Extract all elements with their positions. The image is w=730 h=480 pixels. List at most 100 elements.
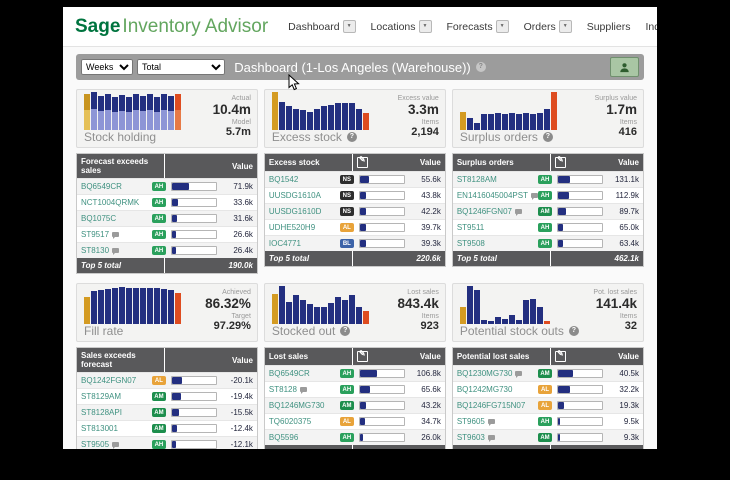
scope-select[interactable]: Total xyxy=(137,59,225,75)
chevron-down-icon[interactable]: ▼ xyxy=(418,20,432,33)
chart-bar xyxy=(112,97,118,130)
chevron-down-icon[interactable]: ▼ xyxy=(495,20,509,33)
item-code-link[interactable]: ST9605 xyxy=(457,417,538,426)
table-row: UDHE520H9 AL 39.7k xyxy=(264,219,445,235)
table-footer: Top 5 total110.8k xyxy=(452,445,643,449)
value-column-header: Value xyxy=(232,355,253,365)
item-code-link[interactable]: NCT1004QRMK xyxy=(81,198,152,207)
item-code-link[interactable]: ST8130 xyxy=(81,246,152,255)
chart-bar xyxy=(522,113,529,130)
help-icon[interactable] xyxy=(542,132,553,142)
mini-bar-chart xyxy=(271,286,369,324)
edit-icon[interactable] xyxy=(356,155,368,168)
item-code-link[interactable]: ST9517 xyxy=(81,230,152,239)
item-code-link[interactable]: BQ1230MG730 xyxy=(457,369,538,378)
bar-segment xyxy=(161,110,167,130)
chevron-down-icon[interactable]: ▼ xyxy=(558,20,572,33)
comment-icon xyxy=(112,442,120,449)
bar-segment xyxy=(168,289,174,324)
menu-item-orders[interactable]: Orders ▼ xyxy=(524,20,572,33)
help-icon[interactable] xyxy=(568,326,579,336)
value-cell: 40.5k xyxy=(619,369,639,378)
item-code-link[interactable]: ST9508 xyxy=(457,239,538,248)
item-code-link[interactable]: UUSDG1610D xyxy=(269,207,340,216)
bar-segment xyxy=(140,287,146,324)
item-code: UUSDG1610A xyxy=(268,191,321,200)
help-icon[interactable] xyxy=(346,132,357,142)
item-code-link[interactable]: ST9505 xyxy=(81,440,152,449)
top-navigation: Sage Inventory Advisor Dashboard ▼ Location… xyxy=(63,7,657,47)
panel-grid: Stock holding Actual 10.4m Model 5.7m Forecas… xyxy=(76,89,644,449)
menu-item-label: Inquiry xyxy=(645,20,657,33)
panel-stats: Lost sales 843.4k Items 923 xyxy=(398,287,439,332)
chevron-down-icon[interactable]: ▼ xyxy=(342,20,356,33)
item-code-link[interactable]: ST9603 xyxy=(457,433,538,442)
item-code-link[interactable]: BQ1242MG730 xyxy=(457,385,538,394)
period-select[interactable]: Weeks xyxy=(81,59,133,75)
bar-segment xyxy=(133,93,139,110)
item-code-link[interactable]: BQ1542 xyxy=(269,175,340,184)
edit-icon[interactable] xyxy=(555,155,566,168)
panel-potential-stock-outs: Potential stock outs Pot. lost sales141.4… xyxy=(451,283,644,449)
status-badge: AM xyxy=(339,401,354,410)
bar-segment xyxy=(271,92,278,130)
item-code-link[interactable]: ST8128AM xyxy=(457,175,538,184)
menu-item-forecasts[interactable]: Forecasts ▼ xyxy=(447,20,509,33)
chart-bar xyxy=(515,320,522,324)
chart-bar xyxy=(508,314,515,324)
chart-bar xyxy=(459,306,466,324)
chart-bar xyxy=(299,299,306,324)
item-code-link[interactable]: BQ1242FGN07 xyxy=(81,376,152,385)
item-code-link[interactable]: UDHE520H9 xyxy=(269,223,340,232)
bar-segment xyxy=(306,304,313,324)
item-code-link[interactable]: IOC4771 xyxy=(269,239,340,248)
chart-bar xyxy=(133,288,139,324)
item-code-link[interactable]: ST813001 xyxy=(81,424,152,433)
value-bar-fill xyxy=(558,224,564,231)
panel-stocked-out: Stocked outLost sales843.4kItems923Lost … xyxy=(263,283,446,449)
item-code-link[interactable]: BQ1246FG715N07 xyxy=(457,401,538,410)
help-icon[interactable] xyxy=(475,62,486,72)
stat2-value: 923 xyxy=(420,319,439,332)
edit-icon[interactable] xyxy=(555,349,566,362)
item-code-link[interactable]: BQ1246FGN07 xyxy=(457,207,538,216)
item-code: BQ1542 xyxy=(268,175,299,184)
chart-bar xyxy=(515,114,522,130)
value-bar xyxy=(358,417,405,426)
bar-segment xyxy=(84,93,90,111)
bar-segment xyxy=(168,95,174,112)
menu-item-locations[interactable]: Locations ▼ xyxy=(371,20,432,33)
panel-stats: Pot. lost sales 141.4k Items 32 xyxy=(593,287,637,332)
sage-logo[interactable]: Sage Inventory Advisor xyxy=(75,16,268,38)
item-code-link[interactable]: UUSDG1610A xyxy=(269,191,340,200)
item-code-link[interactable]: ST8128API xyxy=(81,408,152,417)
menu-item-suppliers[interactable]: Suppliers xyxy=(587,21,631,33)
item-code-link[interactable]: ST9511 xyxy=(457,223,538,232)
item-code-link[interactable]: BQ6549CR xyxy=(269,369,340,378)
bar-segment xyxy=(480,114,487,130)
item-code-link[interactable]: TQ6020375 xyxy=(269,417,340,426)
item-code: ST8128AM xyxy=(456,175,497,184)
item-code-link[interactable]: EN1416045004PST xyxy=(457,191,538,200)
page-title: Dashboard (1-Los Angeles (Warehouse)) xyxy=(76,60,644,75)
bar-segment xyxy=(299,110,306,130)
chart-bar xyxy=(98,289,104,324)
item-code-link[interactable]: BQ1075C xyxy=(81,214,152,223)
item-code-link[interactable]: ST8128 xyxy=(269,385,340,394)
item-code-link[interactable]: BQ5596 xyxy=(269,433,340,442)
menu-item-dashboard[interactable]: Dashboard ▼ xyxy=(288,20,356,33)
value-cell: 39.7k xyxy=(421,223,441,232)
chart-bar xyxy=(543,108,550,130)
item-code-link[interactable]: ST8129AM xyxy=(81,392,152,401)
bar-segment xyxy=(112,287,118,324)
edit-icon[interactable] xyxy=(356,349,368,362)
help-icon[interactable] xyxy=(340,326,351,336)
item-code-link[interactable]: BQ1246MG730 xyxy=(269,401,340,410)
menu-item-inquiry[interactable]: Inquiry xyxy=(645,21,657,33)
value-bar xyxy=(170,392,217,401)
chart-bar xyxy=(320,306,327,324)
chart-bar xyxy=(161,289,167,324)
user-button[interactable] xyxy=(610,57,639,77)
table-row: ST9517 AH 26.6k xyxy=(77,226,257,242)
item-code-link[interactable]: BQ6549CR xyxy=(81,182,152,191)
